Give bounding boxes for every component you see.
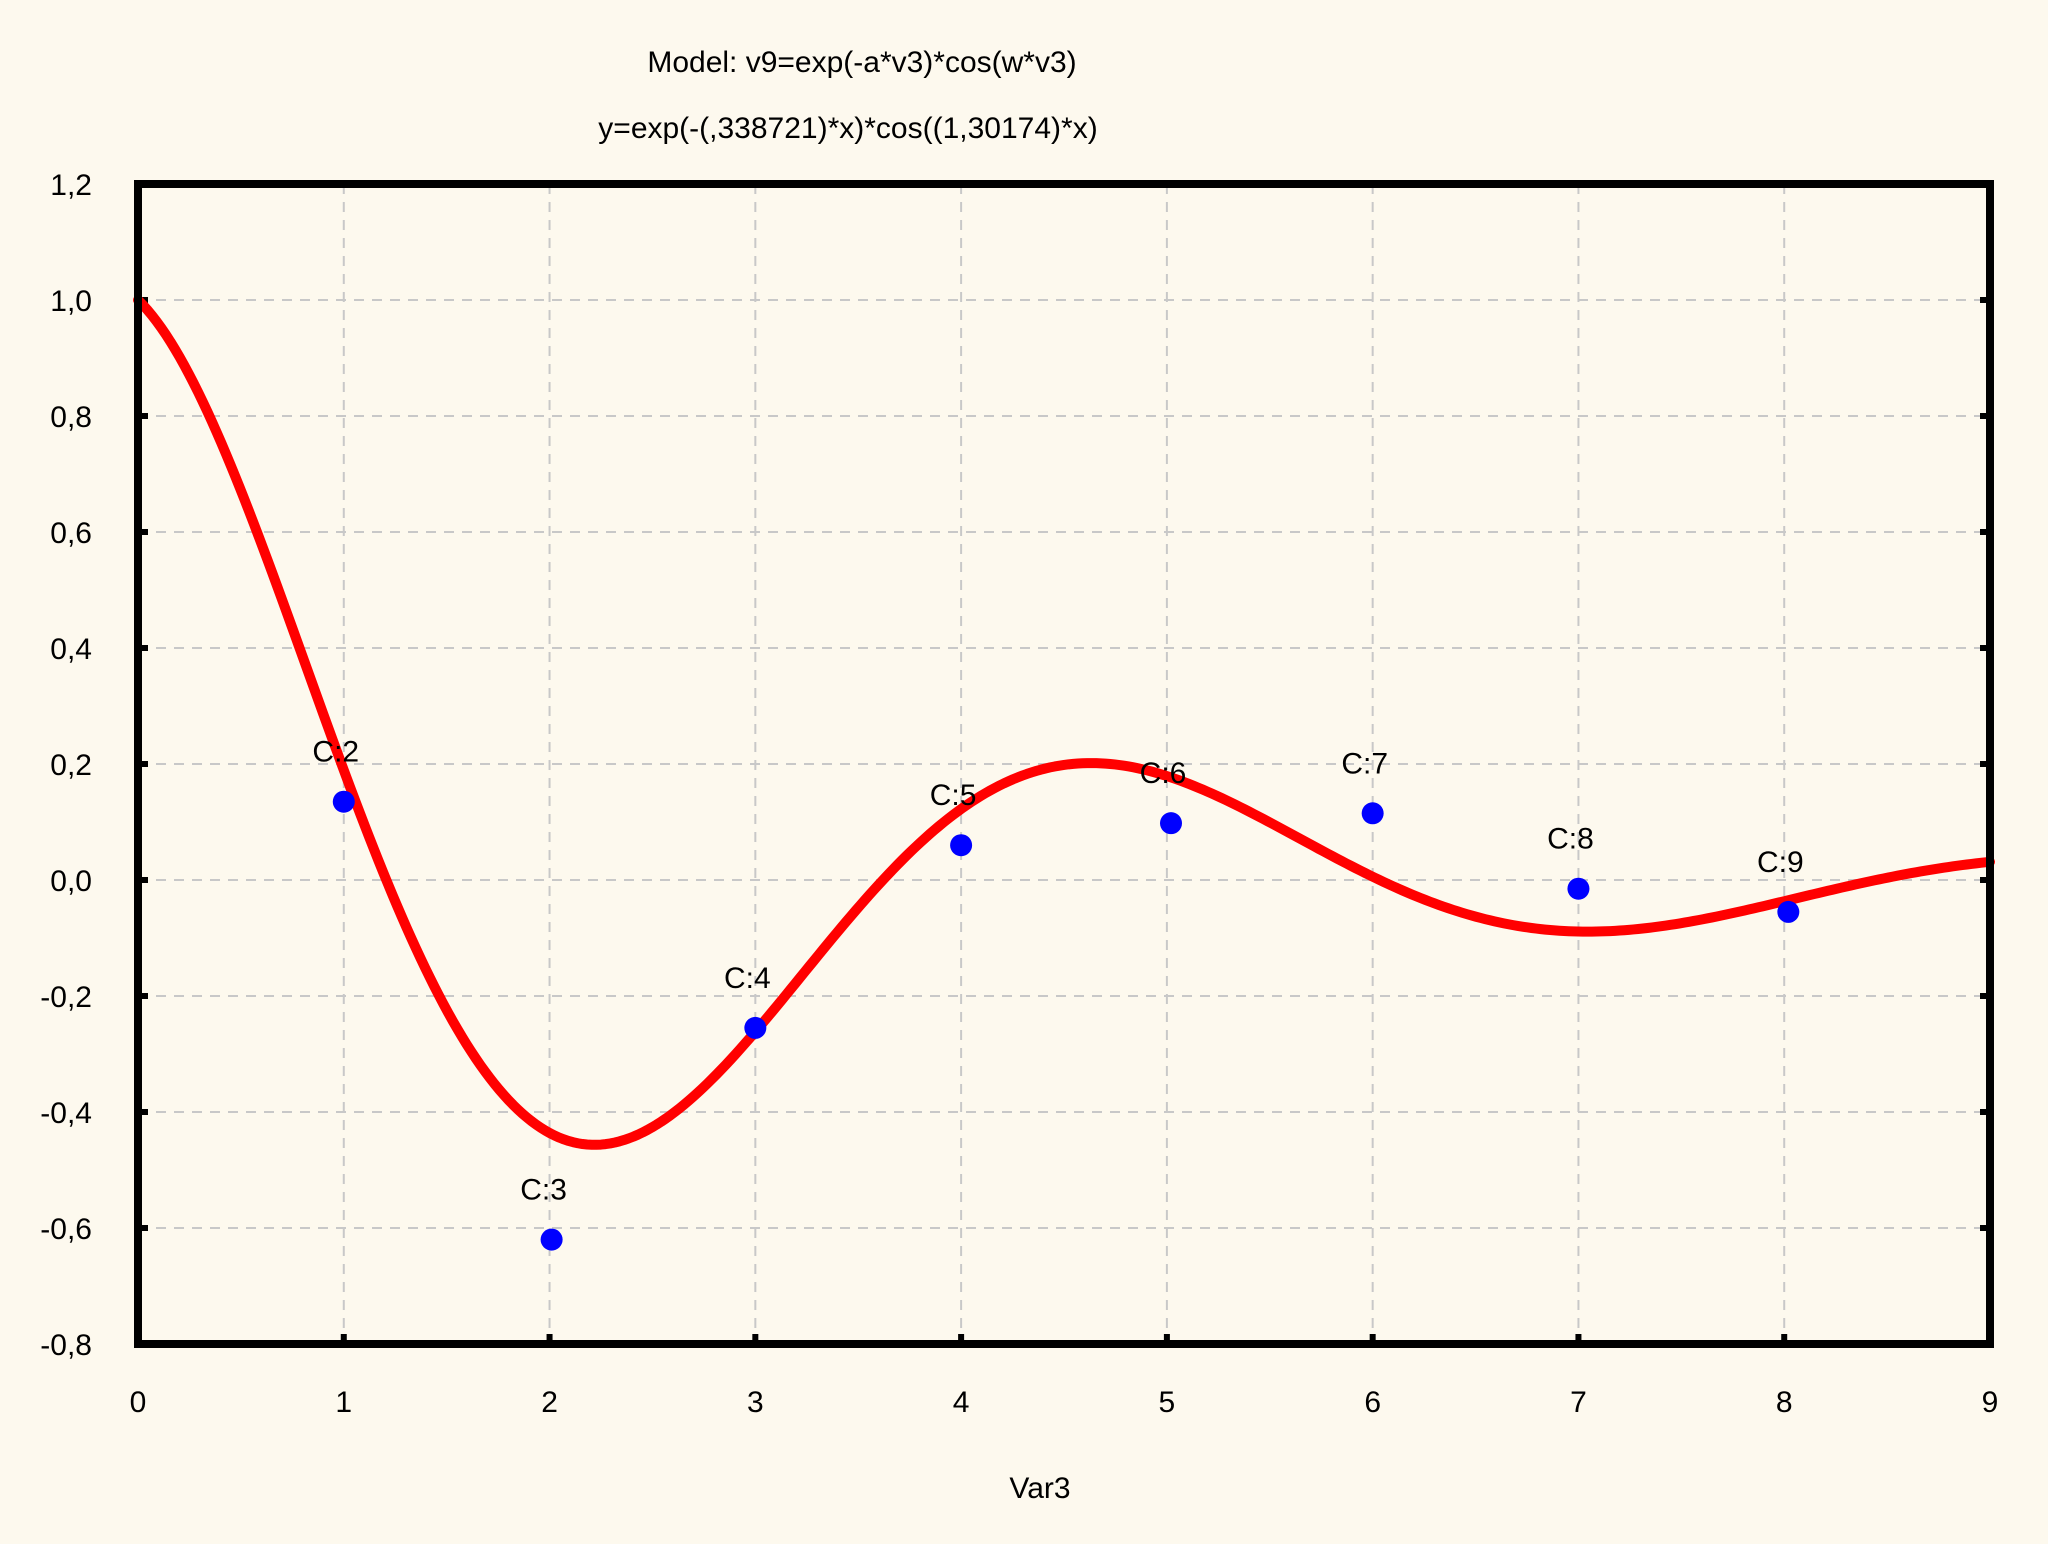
- y-tick-label: -0,6: [40, 1213, 92, 1246]
- grid: [138, 184, 1990, 1344]
- x-tick-label: 2: [541, 1386, 558, 1419]
- y-tick-label: 0,0: [50, 865, 92, 898]
- data-point: [744, 1016, 767, 1039]
- data-point: [1160, 812, 1183, 835]
- data-point-label: C:8: [1547, 823, 1594, 856]
- x-tick-label: 9: [1982, 1386, 1999, 1419]
- y-tick-label: -0,4: [40, 1097, 92, 1130]
- y-tick-label: 1,0: [50, 285, 92, 318]
- x-tick-label: 8: [1776, 1386, 1793, 1419]
- data-points: C:2 C:3 C:4 C:5 C:6 C:7 C:8 C:9: [312, 736, 1804, 1251]
- y-tick-label: 0,6: [50, 517, 92, 550]
- y-tick-label: 0,4: [50, 633, 92, 666]
- data-point: [1777, 900, 1800, 923]
- data-point-label: C:3: [520, 1174, 567, 1207]
- chart-subtitle: y=exp(-(,338721)*x)*cos((1,30174)*x): [598, 112, 1097, 145]
- fitted-curve: [133, 295, 1995, 1150]
- data-point: [950, 834, 973, 857]
- x-tick-label: 0: [130, 1386, 147, 1419]
- x-tick-label: 1: [335, 1386, 352, 1419]
- data-point: [332, 790, 355, 813]
- data-point: [1361, 802, 1384, 825]
- x-tick-label: 6: [1364, 1386, 1381, 1419]
- y-tick-label: -0,8: [40, 1329, 92, 1362]
- data-point-label: C:2: [312, 736, 359, 769]
- data-point-label: C:7: [1341, 747, 1388, 780]
- fitted-curve-layer: [133, 295, 1995, 1150]
- data-point-label: C:9: [1757, 846, 1804, 879]
- y-tick-label: 0,8: [50, 401, 92, 434]
- data-point-label: C:5: [930, 779, 977, 812]
- data-point-label: C:4: [724, 962, 771, 995]
- x-axis-label: Var3: [1009, 1472, 1070, 1505]
- ticks: 0 1 2 3 4 5 6 7 8 9 1,2 1,0 0,8 0,6 0,4 0,2 0,0 -0,2 -0,4 -…: [40, 169, 1998, 1419]
- plot-frame: [134, 180, 1994, 1348]
- x-tick-label: 4: [953, 1386, 970, 1419]
- data-point: [1567, 877, 1590, 900]
- y-tick-label: 0,2: [50, 749, 92, 782]
- data-point: [540, 1228, 563, 1251]
- y-tick-label: -0,2: [40, 981, 92, 1014]
- data-point-label: C:6: [1140, 757, 1187, 790]
- x-tick-label: 5: [1159, 1386, 1176, 1419]
- x-tick-label: 3: [747, 1386, 764, 1419]
- chart-title: Model: v9=exp(-a*v3)*cos(w*v3): [647, 46, 1076, 79]
- y-tick-label: 1,2: [50, 169, 92, 202]
- x-tick-label: 7: [1570, 1386, 1587, 1419]
